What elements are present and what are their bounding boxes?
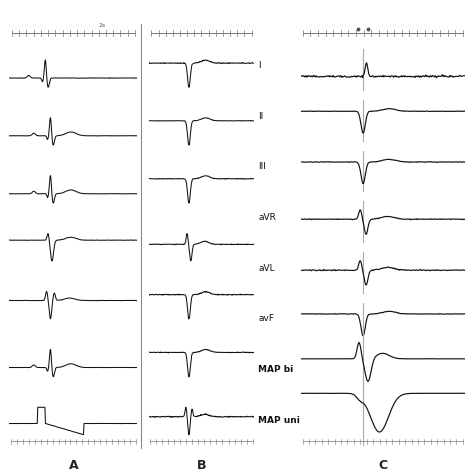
- Text: avF: avF: [258, 314, 274, 323]
- Text: III: III: [258, 163, 266, 172]
- Text: aVL: aVL: [258, 264, 275, 273]
- Text: MAP uni: MAP uni: [258, 416, 300, 425]
- Text: C: C: [378, 459, 387, 472]
- Text: I: I: [258, 61, 261, 70]
- Text: 2s: 2s: [98, 23, 105, 27]
- Text: A: A: [69, 459, 78, 472]
- Text: aVR: aVR: [258, 213, 276, 222]
- Text: B: B: [197, 459, 206, 472]
- Text: II: II: [258, 112, 264, 121]
- Text: MAP bi: MAP bi: [258, 365, 293, 374]
